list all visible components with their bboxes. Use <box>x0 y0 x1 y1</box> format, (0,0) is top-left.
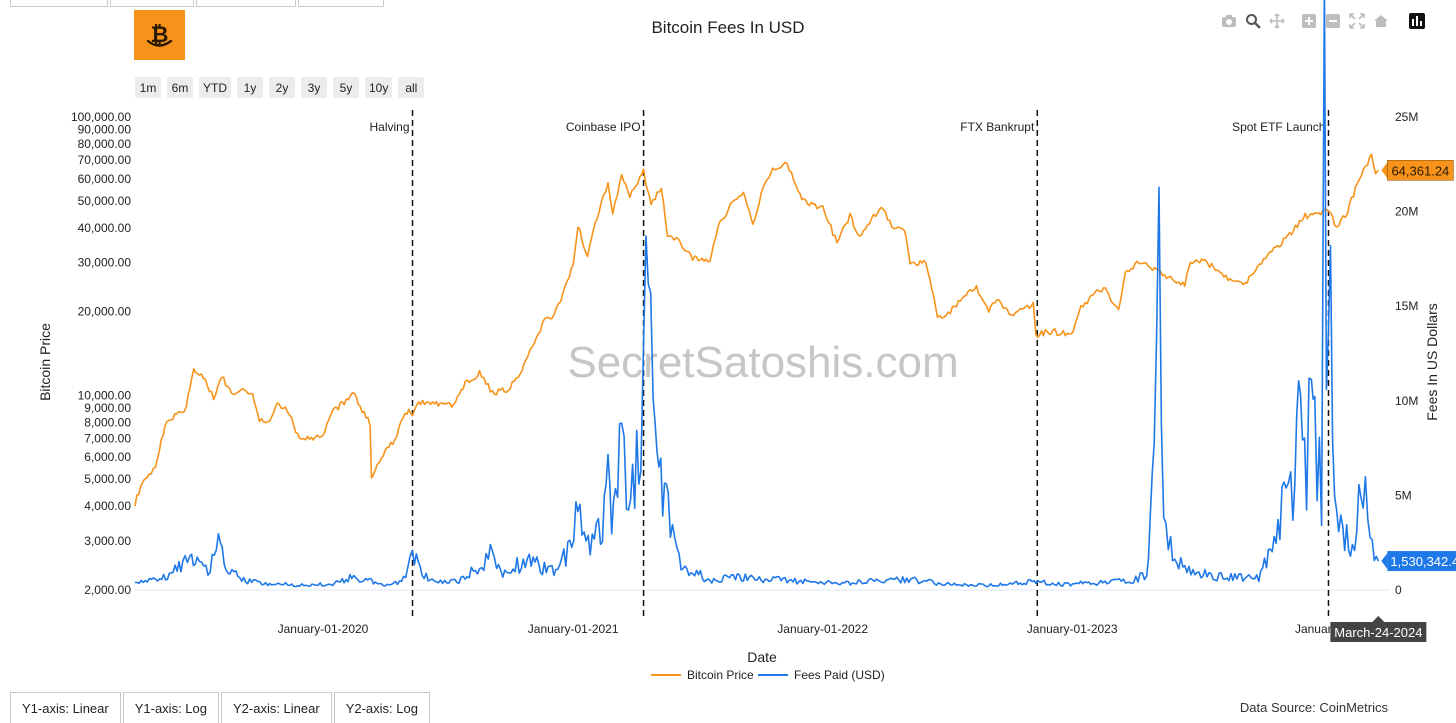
bitcoin-price-line <box>134 153 1380 507</box>
legend-label-fees: Fees Paid (USD) <box>794 668 885 682</box>
y2-log-toggle[interactable]: Y2-axis: Log <box>333 692 430 723</box>
range-button-1y[interactable]: 1y <box>237 77 263 98</box>
top-tab[interactable] <box>110 0 194 7</box>
y1-tick-label: 40,000.00 <box>78 221 132 235</box>
y1-tick-label: 8,000.00 <box>84 415 131 429</box>
plotly-logo-icon[interactable] <box>1408 12 1426 30</box>
y1-tick-label: 2,000.00 <box>84 583 131 597</box>
bitcoin-smile-icon: ₿ <box>146 23 173 48</box>
x-tick-label: January-01-2020 <box>278 622 369 636</box>
y2-tick-label: 0 <box>1395 583 1402 597</box>
axis-toggle-tabs: Y1-axis: Linear Y1-axis: Log Y2-axis: Li… <box>10 692 432 723</box>
range-button-ytd[interactable]: YTD <box>199 77 231 98</box>
pan-icon[interactable] <box>1268 12 1286 30</box>
y1-tick-label: 30,000.00 <box>78 256 132 270</box>
camera-icon[interactable] <box>1220 12 1238 30</box>
bitcoin-logo: ₿ <box>134 10 185 60</box>
y1-tick-label: 4,000.00 <box>84 499 131 513</box>
top-tab[interactable] <box>10 0 108 7</box>
autoscale-icon[interactable] <box>1348 12 1366 30</box>
chart-canvas[interactable]: SecretSatoshis.com 100,000.0090,000.0080… <box>0 0 1456 690</box>
zoom-in-icon[interactable] <box>1300 12 1318 30</box>
range-button-1m[interactable]: 1m <box>135 77 161 98</box>
y1-tick-label: 9,000.00 <box>84 401 131 415</box>
fees-paid-line <box>135 0 1380 588</box>
event-label: Halving <box>369 120 409 134</box>
home-icon[interactable] <box>1372 12 1390 30</box>
date-hover-label: March-24-2024 <box>1334 625 1422 640</box>
y1-tick-label: 10,000.00 <box>78 388 132 402</box>
y1-tick-label: 5,000.00 <box>84 472 131 486</box>
y1-tick-label: 50,000.00 <box>78 194 132 208</box>
range-button-6m[interactable]: 6m <box>167 77 193 98</box>
range-button-3y[interactable]: 3y <box>301 77 327 98</box>
svg-text:₿: ₿ <box>151 23 169 48</box>
zoom-icon[interactable] <box>1244 12 1262 30</box>
price-hover-pointer <box>1381 162 1388 179</box>
y1-tick-label: 20,000.00 <box>78 305 132 319</box>
x-axis-title: Date <box>747 649 777 665</box>
y2-linear-toggle[interactable]: Y2-axis: Linear <box>220 692 332 723</box>
range-selector: 1m 6m YTD 1y 2y 3y 5y 10y all <box>135 77 425 98</box>
y1-tick-label: 6,000.00 <box>84 450 131 464</box>
y2-tick-label: 25M <box>1395 110 1418 124</box>
fees-hover-pointer <box>1381 553 1388 570</box>
fees-hover-box <box>1387 551 1456 572</box>
data-source-note: Data Source: CoinMetrics <box>1239 700 1388 715</box>
price-hover-box <box>1387 160 1454 181</box>
y2-tick-label: 10M <box>1395 394 1418 408</box>
y1-axis-title: Bitcoin Price <box>37 323 53 401</box>
y2-tick-label: 20M <box>1395 205 1418 219</box>
zoom-out-icon[interactable] <box>1324 12 1342 30</box>
date-hover-pointer <box>1372 616 1385 622</box>
watermark: SecretSatoshis.com <box>567 338 958 387</box>
event-label: Spot ETF Launch <box>1232 120 1325 134</box>
y1-tick-label: 70,000.00 <box>78 153 132 167</box>
range-button-all[interactable]: all <box>398 77 425 98</box>
y2-tick-label: 15M <box>1395 299 1418 313</box>
y1-tick-label: 3,000.00 <box>84 534 131 548</box>
y1-tick-label: 7,000.00 <box>84 432 131 446</box>
y1-tick-label: 90,000.00 <box>78 123 132 137</box>
range-button-10y[interactable]: 10y <box>365 77 393 98</box>
event-label: Coinbase IPO <box>566 120 641 134</box>
y1-linear-toggle[interactable]: Y1-axis: Linear <box>10 692 121 723</box>
fees-hover-label: 1,530,342.49 <box>1390 554 1456 569</box>
top-tab[interactable] <box>196 0 296 7</box>
y2-axis-title: Fees In US Dollars <box>1424 303 1440 420</box>
legend-label-price: Bitcoin Price <box>687 668 754 682</box>
x-tick-label: January-01-2021 <box>528 622 619 636</box>
x-tick-label: January-01-2023 <box>1027 622 1118 636</box>
range-button-2y[interactable]: 2y <box>269 77 295 98</box>
chart-title: Bitcoin Fees In USD <box>651 18 805 37</box>
y1-tick-label: 100,000.00 <box>71 110 131 124</box>
x-tick-label: January-01-2022 <box>777 622 868 636</box>
y1-tick-label: 80,000.00 <box>78 137 132 151</box>
date-hover-box <box>1330 622 1427 642</box>
top-tab[interactable] <box>298 0 384 7</box>
y1-tick-label: 60,000.00 <box>78 172 132 186</box>
event-label: FTX Bankrupt <box>960 120 1035 134</box>
range-button-5y[interactable]: 5y <box>333 77 359 98</box>
price-hover-label: 64,361.24 <box>1391 163 1449 178</box>
y2-tick-label: 5M <box>1395 488 1412 502</box>
top-tab-strip <box>0 0 400 8</box>
y1-log-toggle[interactable]: Y1-axis: Log <box>122 692 219 723</box>
modebar <box>1220 10 1426 32</box>
